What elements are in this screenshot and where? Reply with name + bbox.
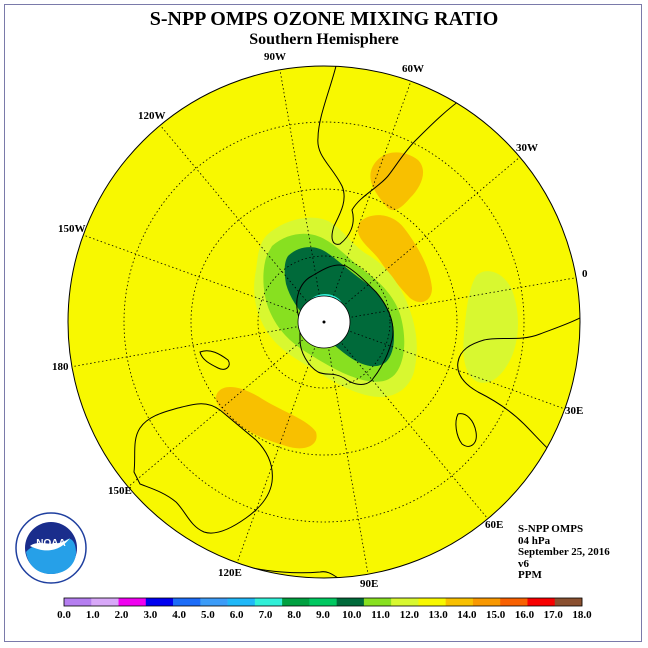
meridian-60e bbox=[323, 321, 489, 520]
meridian-150w bbox=[82, 234, 325, 323]
colorbar-swatch bbox=[64, 598, 92, 606]
colorbar-tick-label: 1.0 bbox=[86, 609, 100, 621]
coast-madagascar bbox=[455, 413, 477, 447]
meridian-120e bbox=[236, 321, 325, 564]
colorbar-tick-label: 10.0 bbox=[342, 609, 362, 621]
colorbar-swatch bbox=[363, 598, 392, 606]
colorbar-swatch bbox=[472, 598, 501, 606]
info-date: September 25, 2016 bbox=[518, 546, 610, 558]
contour-orange-atlantic-north bbox=[370, 152, 424, 211]
colorbar-swatch bbox=[309, 598, 337, 606]
lon-label-180: 180 bbox=[52, 361, 69, 373]
latitude-circle-30s bbox=[123, 121, 525, 523]
contour-orange-pacific bbox=[215, 386, 317, 449]
colorbar-tick-label: 0.0 bbox=[57, 609, 71, 621]
colorbar-swatch bbox=[445, 598, 474, 606]
colorbar-swatch bbox=[91, 598, 119, 606]
meridian-90w bbox=[279, 69, 325, 323]
colorbar-tick-label: 3.0 bbox=[143, 609, 157, 621]
colorbar-swatch bbox=[118, 598, 147, 606]
noaa-logo-text: NOAA bbox=[36, 538, 65, 549]
meridian-30w bbox=[323, 156, 521, 323]
coast-antarctica bbox=[296, 264, 394, 385]
graticule bbox=[69, 69, 580, 575]
contour-orange-atlantic-south bbox=[357, 215, 432, 303]
lon-label-150e: 150E bbox=[108, 485, 132, 497]
colorbar-tick-label: 6.0 bbox=[230, 609, 244, 621]
colorbar-tick-label: 17.0 bbox=[544, 609, 564, 621]
coast-new-zealand bbox=[199, 350, 230, 370]
noaa-logo: NOAA bbox=[15, 512, 87, 584]
colorbar-tick-label: 8.0 bbox=[287, 609, 301, 621]
meridian-180 bbox=[69, 321, 325, 368]
colorbar-tick-label: 15.0 bbox=[486, 609, 506, 621]
colorbar-swatch bbox=[418, 598, 446, 606]
colorbar-swatch bbox=[200, 598, 228, 606]
map-title: S-NPP OMPS OZONE MIXING RATIO bbox=[149, 8, 499, 30]
colorbar-tick-label: 5.0 bbox=[201, 609, 215, 621]
info-instrument: S-NPP OMPS bbox=[518, 523, 584, 535]
colorbar-swatch bbox=[254, 598, 283, 606]
meridian-90e bbox=[323, 321, 369, 575]
lon-label-30e: 30E bbox=[565, 405, 583, 417]
info-units: PPM bbox=[518, 569, 542, 581]
coast-australia bbox=[133, 403, 273, 534]
colorbar-swatch bbox=[145, 598, 174, 606]
colorbar-tick-label: 4.0 bbox=[172, 609, 186, 621]
lon-label-120e: 120E bbox=[218, 567, 242, 579]
colorbar-swatch bbox=[554, 598, 583, 606]
colorbar-tick-label: 14.0 bbox=[457, 609, 477, 621]
colorbar-tick-label: 2.0 bbox=[115, 609, 129, 621]
info-block: S-NPP OMPS 04 hPa September 25, 2016 v6 … bbox=[518, 523, 610, 582]
figure-border bbox=[4, 4, 642, 642]
colorbar-tick-label: 12.0 bbox=[400, 609, 420, 621]
latitude-circle-50s bbox=[190, 188, 458, 456]
colorbar-swatch bbox=[391, 598, 419, 606]
colorbar-swatch bbox=[173, 598, 201, 606]
colorbar-tick-label: 11.0 bbox=[371, 609, 390, 621]
info-level: 04 hPa bbox=[518, 534, 551, 547]
meridian-30e bbox=[323, 321, 566, 410]
colorbar-swatch bbox=[336, 598, 365, 606]
colorbar-tick-label: 13.0 bbox=[428, 609, 448, 621]
lon-label-60e: 60E bbox=[485, 519, 503, 531]
latitude-circle-70s bbox=[257, 255, 391, 389]
meridian-0 bbox=[323, 276, 580, 323]
info-version: v6 bbox=[518, 557, 529, 570]
colorbar-tick-label: 18.0 bbox=[572, 609, 592, 621]
colorbar-tick-label: 9.0 bbox=[316, 609, 330, 621]
colorbar-swatch bbox=[227, 598, 256, 606]
lon-label-120w: 120W bbox=[138, 110, 166, 122]
colorbar-swatch bbox=[282, 598, 310, 606]
colorbar-tick-label: 16.0 bbox=[515, 609, 535, 621]
colorbar-tick-label: 7.0 bbox=[259, 609, 273, 621]
colorbar-swatch bbox=[500, 598, 528, 606]
meridian-60w bbox=[323, 80, 412, 323]
contour-lightgreen-indian bbox=[463, 271, 518, 383]
meridian-120w bbox=[159, 124, 325, 323]
colorbar-outline bbox=[63, 597, 583, 607]
lon-label-30w: 30W bbox=[516, 142, 538, 154]
coast-south-america bbox=[317, 66, 467, 245]
colorbar-swatch bbox=[527, 598, 556, 606]
meridian-150e bbox=[127, 321, 325, 488]
map-subtitle: Southern Hemisphere bbox=[249, 31, 399, 48]
lon-label-90e: 90E bbox=[360, 578, 378, 590]
south-pole-marker bbox=[322, 320, 326, 324]
lon-label-150w: 150W bbox=[58, 223, 86, 235]
lon-label-90w: 90W bbox=[264, 51, 286, 63]
lon-label-60w: 60W bbox=[402, 63, 424, 75]
coast-africa bbox=[457, 317, 580, 461]
lon-label-0: 0 bbox=[582, 268, 588, 280]
